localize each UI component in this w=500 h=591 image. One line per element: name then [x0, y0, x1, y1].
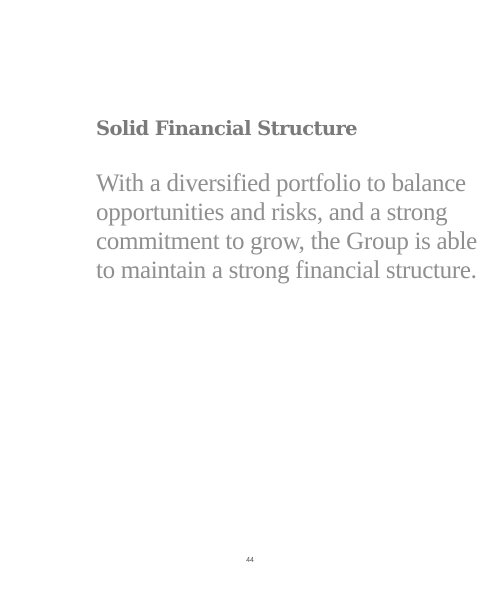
- page-number: 44: [246, 557, 254, 564]
- section-heading: Solid Financial Structure: [96, 117, 358, 140]
- body-line: to maintain a strong financial structure…: [96, 257, 477, 284]
- section-body: With a diversified portfolio to balance …: [96, 169, 477, 285]
- body-line: commitment to grow, the Group is able: [96, 228, 477, 255]
- body-line: With a diversified portfolio to balance: [96, 170, 466, 197]
- body-line: opportunities and risks, and a strong: [96, 199, 448, 226]
